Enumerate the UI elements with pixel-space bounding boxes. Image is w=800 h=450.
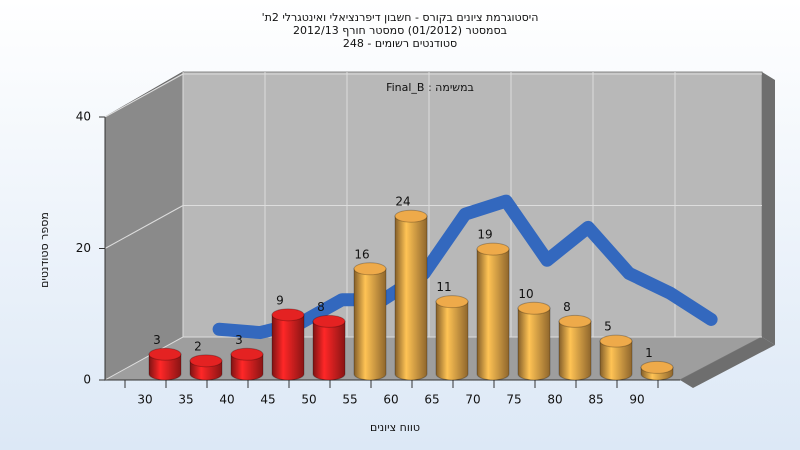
bar-top <box>148 347 182 361</box>
bar-top <box>517 301 551 315</box>
bar <box>312 320 346 381</box>
value-label: 3 <box>235 333 243 347</box>
wall-edge <box>762 72 775 345</box>
value-label: 8 <box>317 300 325 314</box>
y-tick-label: 20 <box>76 241 91 255</box>
bar <box>394 215 428 381</box>
x-tick-label: 90 <box>629 393 644 407</box>
bar-top <box>312 314 346 328</box>
chart-title: היסטוגרמת ציונים בקורס - חשבון דיפרנציאל… <box>262 11 539 24</box>
value-label: 2 <box>194 339 202 353</box>
x-tick-label: 80 <box>547 393 562 407</box>
bar-top <box>353 262 387 276</box>
bar-top <box>435 295 469 309</box>
bar <box>271 314 305 381</box>
value-label: 24 <box>395 195 410 209</box>
bar-top <box>271 308 305 322</box>
bar <box>435 301 469 381</box>
x-axis-label: טווח ציונים <box>370 421 420 434</box>
bar <box>558 320 592 381</box>
value-label: 9 <box>276 293 284 307</box>
x-tick-label: 60 <box>383 393 398 407</box>
grid-line <box>104 336 184 381</box>
bar-top <box>599 334 633 348</box>
y-axis-label: מספר סטודנטים <box>38 212 51 288</box>
bar-top <box>189 354 223 368</box>
x-tick-label: 70 <box>465 393 480 407</box>
x-tick-label: 35 <box>178 393 193 407</box>
bar-top <box>230 347 264 361</box>
x-tick-label: 50 <box>301 393 316 407</box>
bar <box>148 353 182 381</box>
x-tick-label: 65 <box>424 393 439 407</box>
chart-subtitle: סטודנטים רשומים - 248 <box>343 37 457 50</box>
bar <box>517 307 551 381</box>
value-label: 11 <box>436 280 451 294</box>
x-tick-label: 85 <box>588 393 603 407</box>
bar <box>599 340 633 381</box>
y-tick-label: 0 <box>83 373 91 387</box>
bar <box>476 248 510 381</box>
bar-top <box>476 242 510 256</box>
value-label: 3 <box>153 333 161 347</box>
value-label: 1 <box>645 346 653 360</box>
value-label: 19 <box>477 228 492 242</box>
x-tick-label: 30 <box>137 393 152 407</box>
y-tick-label: 40 <box>76 110 91 124</box>
chart-subtitle: בסמסטר (01/2012) סמסטר חורף 2012/13 <box>293 24 507 37</box>
value-label: 16 <box>354 247 369 261</box>
bar-top <box>640 360 674 374</box>
x-tick-label: 40 <box>219 393 234 407</box>
value-label: 8 <box>563 300 571 314</box>
x-tick-label: 45 <box>260 393 275 407</box>
annotation: במשימה : Final_B <box>386 81 474 94</box>
x-tick-label: 75 <box>506 393 521 407</box>
grid-line <box>104 205 184 249</box>
bar <box>353 268 387 381</box>
floor-edge <box>680 337 775 388</box>
left-wall <box>104 71 184 381</box>
value-label: 10 <box>518 287 533 301</box>
bar-top <box>558 314 592 328</box>
bar-top <box>394 209 428 223</box>
grid-line <box>104 73 184 118</box>
x-tick-label: 55 <box>342 393 357 407</box>
bar <box>230 353 264 381</box>
value-label: 5 <box>604 320 612 334</box>
